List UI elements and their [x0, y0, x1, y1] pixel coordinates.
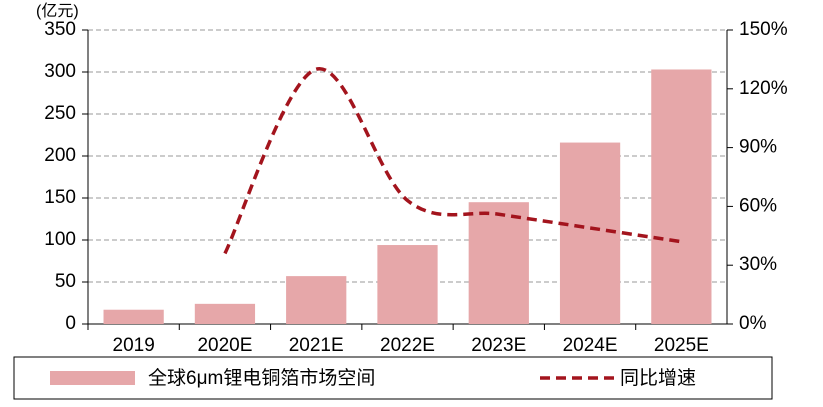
- bar: [194, 303, 256, 324]
- x-tick-label: 2025E: [654, 335, 709, 356]
- y-tick-label: 250: [44, 103, 76, 124]
- y-tick-label: 350: [44, 19, 76, 40]
- y-tick-label: 50: [55, 271, 76, 292]
- legend-swatch: [50, 371, 135, 385]
- bar: [651, 69, 712, 324]
- legend-box: [13, 356, 773, 400]
- bar: [559, 142, 621, 324]
- x-tick-label: 2024E: [563, 335, 618, 356]
- x-tick-label: 2019: [113, 335, 155, 356]
- legend-label: 全球6μm锂电铜箔市场空间: [148, 367, 375, 389]
- y-tick-label: 0: [65, 313, 76, 334]
- y-tick-label: 200: [44, 145, 76, 166]
- y2-tick-label: 150%: [739, 19, 788, 40]
- x-tick-label: 2020E: [197, 335, 252, 356]
- legend-label: 同比增速: [620, 367, 696, 389]
- y2-tick-label: 60%: [739, 195, 777, 216]
- line: [223, 67, 682, 255]
- unit-label: (亿元): [36, 2, 79, 20]
- y-tick-label: 300: [44, 61, 76, 82]
- bar: [286, 276, 347, 324]
- x-tick-label: 2022E: [380, 335, 435, 356]
- bar: [468, 202, 529, 324]
- bar: [103, 309, 164, 324]
- x-tick-label: 2021E: [289, 335, 344, 356]
- y2-tick-label: 120%: [739, 78, 788, 99]
- y-tick-label: 150: [44, 187, 76, 208]
- y2-tick-label: 30%: [739, 254, 777, 275]
- y2-tick-label: 90%: [739, 137, 777, 158]
- y-tick-label: 100: [44, 229, 76, 250]
- x-tick-label: 2023E: [471, 335, 526, 356]
- y2-tick-label: 0%: [739, 313, 767, 334]
- bar: [377, 245, 438, 324]
